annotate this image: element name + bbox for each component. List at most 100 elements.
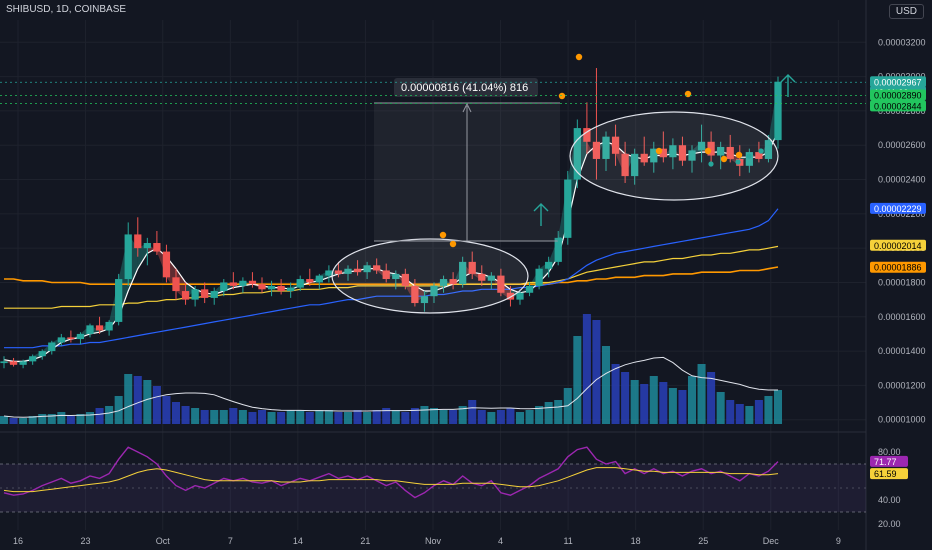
candle-body <box>621 153 629 177</box>
volume-bar <box>611 364 620 424</box>
candle <box>669 138 677 170</box>
candle <box>115 273 123 326</box>
candle-body <box>248 280 257 285</box>
candle <box>602 131 610 171</box>
volume-bar <box>621 372 630 424</box>
candle-body <box>611 136 620 154</box>
candle <box>697 124 706 163</box>
volume-bar <box>515 412 525 424</box>
candle-body <box>143 243 151 249</box>
signal-dot-orange <box>575 53 583 61</box>
signal-dot-teal <box>557 237 563 243</box>
candle <box>621 141 629 183</box>
candle <box>650 141 658 173</box>
time-tick-label: 23 <box>81 536 91 546</box>
ma-cloud-segment <box>252 284 262 290</box>
candle <box>220 279 228 297</box>
candle-body <box>48 342 56 352</box>
signal-dot-orange <box>655 147 663 155</box>
candle-body <box>506 292 515 300</box>
candle-body <box>497 275 505 293</box>
ma-blue-line <box>4 208 779 349</box>
symbol-header: SHIBUSD, 1D, COINBASE <box>6 4 127 15</box>
volume-bar <box>296 410 305 424</box>
candles <box>0 68 782 369</box>
candle <box>678 136 687 166</box>
ma-cloud-segment <box>596 136 606 159</box>
measure-arrowhead <box>462 102 472 113</box>
volume-bar <box>238 410 247 424</box>
candle <box>134 217 142 257</box>
candle-body <box>172 277 180 292</box>
candle <box>774 76 782 149</box>
candle <box>334 261 343 278</box>
volume-bar <box>468 400 477 424</box>
volume-bar <box>764 396 773 424</box>
rsi-value-tag <box>870 468 908 480</box>
volume-bar <box>200 410 209 424</box>
volume-bar <box>315 410 324 424</box>
price-value-text: 0.00002014 <box>874 241 922 251</box>
candle <box>592 68 601 180</box>
price-tick-label: 0.00001600 <box>878 312 926 322</box>
price-value-tag <box>870 89 926 101</box>
candle <box>38 349 46 360</box>
price-tick-label: 0.00002600 <box>878 140 926 150</box>
volume-bar <box>162 396 171 424</box>
volume-bar <box>343 412 353 424</box>
price-tick-label: 0.00001200 <box>878 380 926 390</box>
candle <box>506 285 515 307</box>
time-tick-label: 7 <box>228 536 233 546</box>
volume-bar <box>19 418 28 424</box>
candle <box>95 316 104 334</box>
candle <box>344 265 352 281</box>
volume-bar <box>687 376 697 424</box>
volume-bar <box>429 408 439 424</box>
candle <box>564 170 572 245</box>
volume-bar <box>277 412 286 424</box>
volume-bar <box>47 414 56 424</box>
candle-body <box>162 251 171 278</box>
volume-bar <box>257 410 267 424</box>
candle-body <box>220 282 228 292</box>
candle-body <box>95 325 104 331</box>
candle <box>315 273 323 290</box>
volume-bar <box>573 336 582 424</box>
candle-body <box>134 234 142 249</box>
volume-average-line <box>3 356 778 418</box>
time-axis: 16 23 Oct 7 14 21 Nov 4 11 18 25 Dec 9 <box>13 536 841 546</box>
candle-body <box>76 333 85 340</box>
signal-dot-teal <box>735 159 741 165</box>
candle-body <box>745 152 753 166</box>
candle <box>573 119 581 189</box>
candle <box>611 124 620 166</box>
candle <box>411 279 419 307</box>
volume-bar <box>773 390 783 424</box>
candle-body <box>774 81 782 141</box>
candle <box>430 282 438 304</box>
candle-body <box>726 146 734 159</box>
candle-body <box>382 270 390 280</box>
rsi-tick-label: 80.00 <box>878 447 901 457</box>
currency-button[interactable]: USD <box>888 4 924 19</box>
volume-bar <box>248 412 257 424</box>
time-tick-label: 11 <box>563 536 572 546</box>
candle <box>296 275 304 292</box>
candle <box>554 231 562 266</box>
candle <box>353 260 362 276</box>
candle <box>287 282 295 298</box>
rsi-tick-label: 40.00 <box>878 495 901 505</box>
candle <box>105 320 113 336</box>
candle-body <box>86 325 94 334</box>
volume-bar <box>363 412 372 424</box>
volume-bar <box>544 402 553 424</box>
volume-bar <box>735 404 744 424</box>
annotations: 0.00000816 (41.04%) 816 <box>0 53 866 314</box>
candle-body <box>401 273 409 286</box>
candle-body <box>659 148 667 158</box>
signal-dot-orange <box>684 90 692 98</box>
candle <box>9 357 18 367</box>
price-value-text: 0.00002844 <box>874 101 922 111</box>
signal-dot-orange <box>704 147 712 155</box>
